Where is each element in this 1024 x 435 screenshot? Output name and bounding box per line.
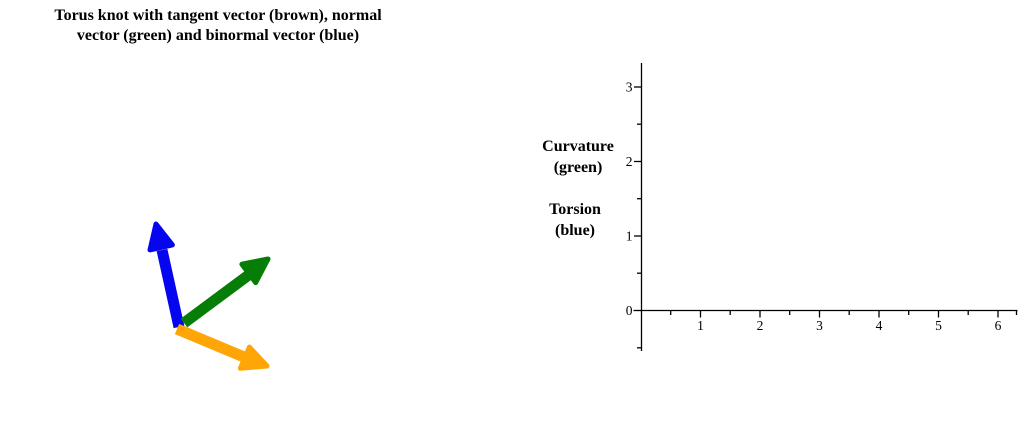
curvature-torsion-axes[interactable]: 3 2 1 0 1 2 3 4 5 6 bbox=[626, 63, 1018, 351]
x-tick-label: 4 bbox=[876, 318, 883, 333]
normal-vector-shaft bbox=[180, 269, 254, 328]
x-tick-label: 3 bbox=[816, 318, 823, 333]
torsion-label-line2: (blue) bbox=[555, 222, 595, 239]
binormal-vector-arrowhead bbox=[147, 221, 175, 253]
x-tick-label: 6 bbox=[995, 318, 1002, 333]
y-tick-label: 2 bbox=[626, 154, 633, 169]
x-tick-label: 5 bbox=[935, 318, 942, 333]
curvature-label-line2: (green) bbox=[553, 159, 603, 176]
x-tick-label: 2 bbox=[757, 318, 764, 333]
y-tick-label: 0 bbox=[626, 303, 633, 318]
tangent-vector-arrowhead bbox=[237, 344, 270, 371]
normal-vector-arrowhead bbox=[239, 256, 271, 286]
binormal-vector-shaft bbox=[156, 248, 185, 329]
figure-title-line1: Torus knot with tangent vector (brown), … bbox=[54, 7, 382, 24]
curvature-label: Curvature (green) bbox=[515, 136, 641, 178]
curvature-label-line1: Curvature bbox=[542, 138, 614, 155]
y-tick-label: 3 bbox=[626, 80, 633, 95]
torsion-label: Torsion (blue) bbox=[515, 199, 635, 241]
x-tick-label: 1 bbox=[697, 318, 704, 333]
figure-title-line2: vector (green) and binormal vector (blue… bbox=[76, 27, 360, 44]
frenet-frame-figure[interactable] bbox=[147, 221, 271, 371]
torsion-label-line1: Torsion bbox=[549, 201, 601, 218]
tangent-vector-shaft bbox=[174, 323, 247, 363]
y-tick-label: 1 bbox=[626, 229, 633, 244]
figure-title: Torus knot with tangent vector (brown), … bbox=[20, 6, 416, 46]
